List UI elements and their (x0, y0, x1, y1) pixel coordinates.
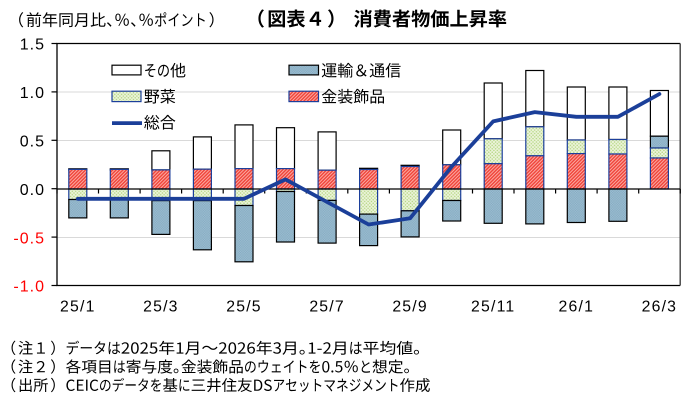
svg-text:1.0: 1.0 (20, 85, 45, 102)
svg-text:25/5: 25/5 (226, 299, 262, 316)
svg-text:-0.5: -0.5 (13, 231, 45, 248)
svg-text:0.0: 0.0 (20, 182, 45, 199)
svg-text:26/1: 26/1 (559, 299, 595, 316)
svg-text:25/7: 25/7 (309, 299, 345, 316)
svg-text:25/9: 25/9 (392, 299, 428, 316)
svg-text:0.5: 0.5 (20, 134, 45, 151)
svg-text:1.5: 1.5 (20, 37, 45, 54)
svg-text:25/11: 25/11 (471, 299, 515, 316)
svg-text:-1.0: -1.0 (13, 279, 45, 296)
svg-text:25/1: 25/1 (60, 299, 96, 316)
svg-text:26/3: 26/3 (642, 299, 678, 316)
svg-text:25/3: 25/3 (143, 299, 179, 316)
